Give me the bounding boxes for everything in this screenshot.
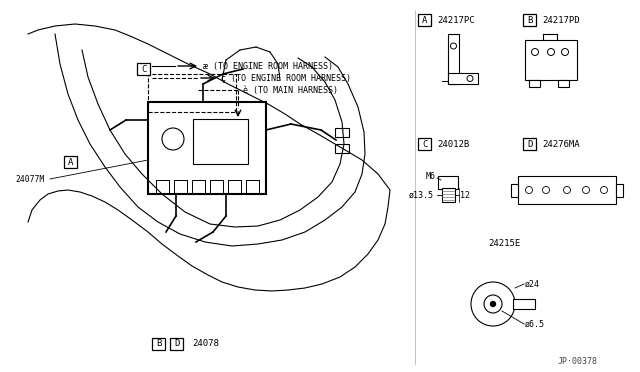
- Bar: [511, 184, 518, 197]
- Text: D: D: [527, 140, 532, 148]
- Bar: [616, 184, 623, 197]
- Text: B: B: [527, 16, 532, 25]
- Text: ç (TO ENGINE ROOM HARNESS): ç (TO ENGINE ROOM HARNESS): [221, 74, 351, 83]
- Text: 24217PC: 24217PC: [437, 16, 475, 25]
- Text: 24217PD: 24217PD: [542, 16, 580, 25]
- FancyBboxPatch shape: [418, 14, 431, 26]
- FancyBboxPatch shape: [64, 156, 77, 168]
- Text: C: C: [141, 64, 147, 74]
- Bar: [525, 40, 577, 80]
- Bar: [193, 119, 248, 164]
- Bar: [148, 102, 266, 194]
- Text: ø6.5: ø6.5: [525, 320, 545, 328]
- Bar: [558, 80, 569, 87]
- Bar: [529, 80, 540, 87]
- Text: 24012B: 24012B: [437, 140, 469, 148]
- FancyBboxPatch shape: [137, 63, 150, 75]
- Text: JP·00378: JP·00378: [558, 357, 598, 366]
- FancyBboxPatch shape: [523, 14, 536, 26]
- Bar: [442, 188, 455, 202]
- Bar: [518, 176, 616, 204]
- Text: A: A: [422, 16, 428, 25]
- FancyBboxPatch shape: [152, 338, 165, 350]
- Text: ø24: ø24: [525, 279, 540, 289]
- Text: C: C: [422, 140, 428, 148]
- FancyBboxPatch shape: [523, 138, 536, 150]
- Text: A: A: [68, 157, 74, 167]
- FancyBboxPatch shape: [170, 338, 183, 350]
- Text: 12: 12: [460, 190, 470, 199]
- Text: ø13.5: ø13.5: [409, 190, 434, 199]
- Bar: [335, 128, 349, 137]
- Text: 24276MA: 24276MA: [542, 140, 580, 148]
- Bar: [438, 176, 458, 189]
- Text: D: D: [174, 340, 180, 349]
- Circle shape: [490, 301, 495, 307]
- Bar: [448, 73, 478, 84]
- Text: 24215E: 24215E: [488, 240, 520, 248]
- Text: M6: M6: [426, 171, 436, 180]
- Text: 24078: 24078: [192, 340, 219, 349]
- Text: B: B: [156, 340, 162, 349]
- FancyBboxPatch shape: [418, 138, 431, 150]
- Text: 24077M: 24077M: [15, 174, 44, 183]
- Text: æ (TO ENGINE ROOM HARNESS): æ (TO ENGINE ROOM HARNESS): [203, 61, 333, 71]
- Bar: [448, 34, 459, 84]
- Bar: [513, 299, 535, 309]
- Bar: [335, 144, 349, 153]
- Text: è (TO MAIN HARNESS): è (TO MAIN HARNESS): [243, 86, 338, 94]
